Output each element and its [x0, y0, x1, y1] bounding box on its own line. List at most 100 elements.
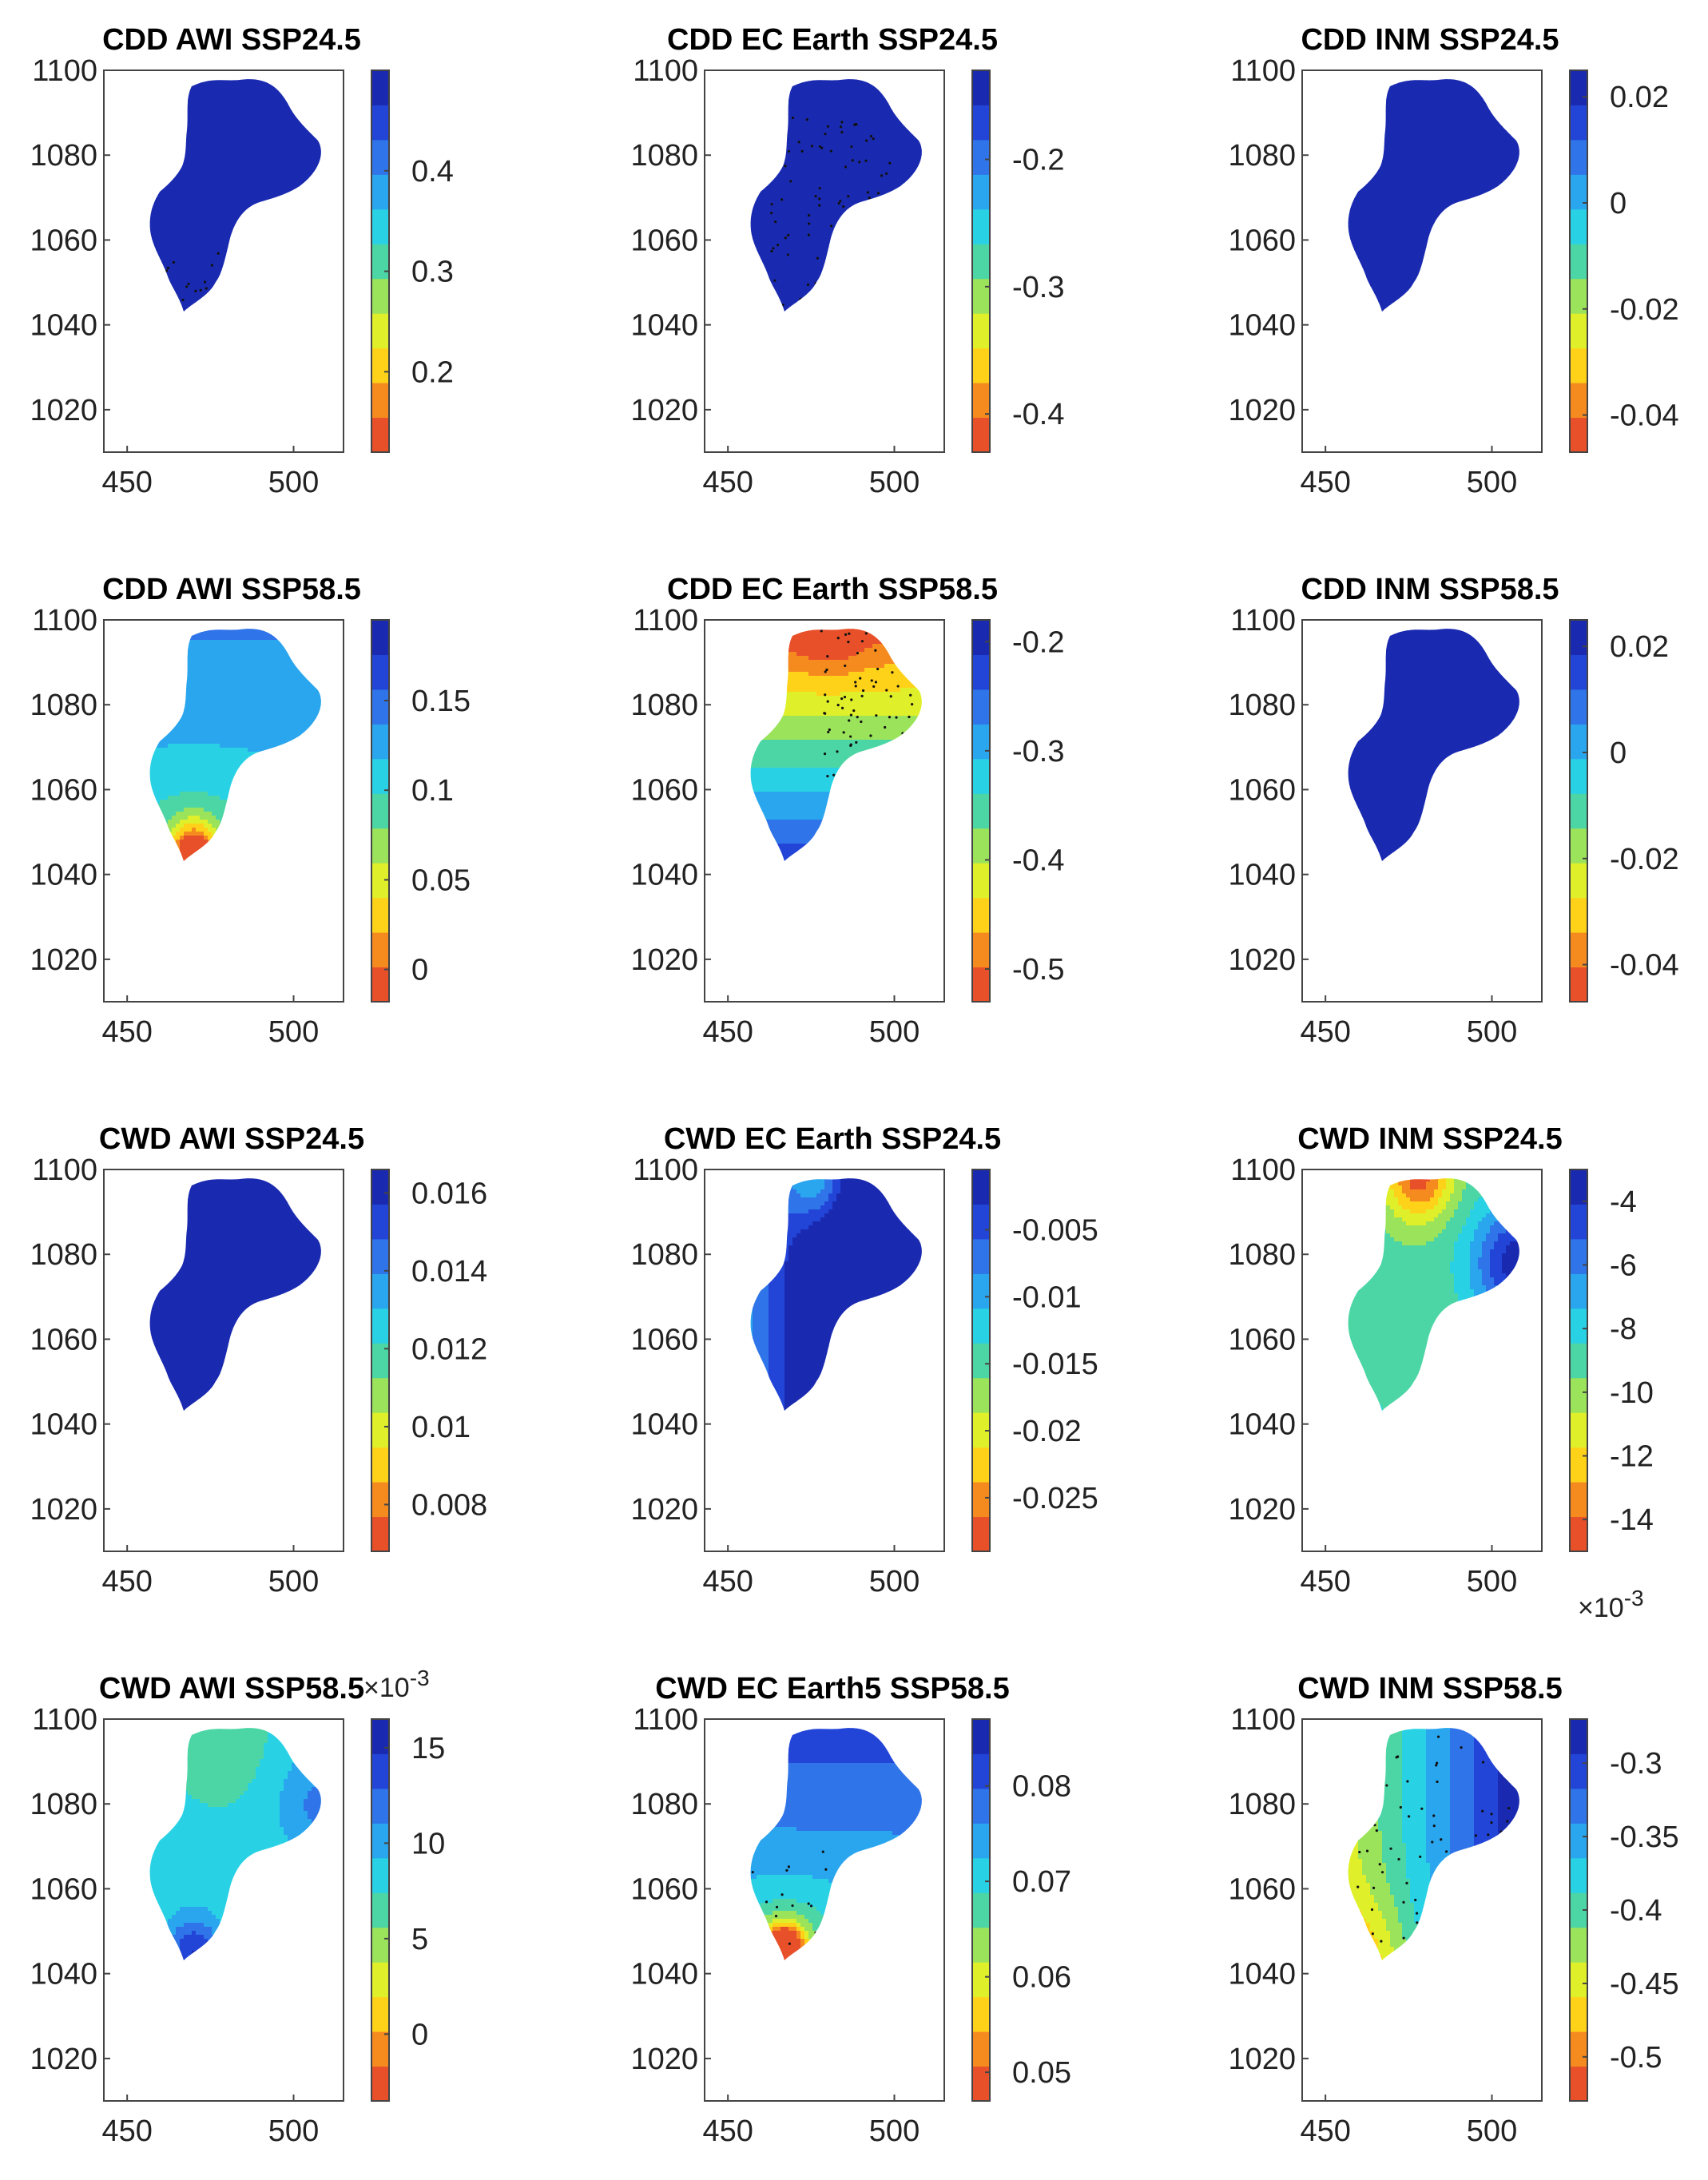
heat-cell: [180, 266, 185, 271]
heat-cell: [200, 178, 205, 183]
heat-cell: [224, 118, 228, 123]
heat-cell: [288, 142, 292, 147]
heat-cell: [160, 210, 165, 215]
heat-cell: [280, 98, 284, 103]
heat-cell: [212, 126, 216, 131]
heat-cell: [188, 278, 193, 283]
heat-cell: [300, 146, 304, 151]
heat-cell: [272, 130, 276, 135]
heat-cell: [212, 138, 216, 143]
heat-cell: [224, 174, 228, 179]
heat-cell: [264, 102, 268, 107]
heat-cell: [292, 138, 296, 143]
heat-cell: [316, 154, 320, 159]
heat-cell: [164, 218, 169, 223]
heat-cell: [176, 198, 181, 203]
heat-cell: [228, 182, 232, 187]
heat-cell: [200, 118, 205, 123]
heat-cell: [180, 186, 185, 191]
heat-cell: [168, 230, 173, 235]
heat-cell: [272, 138, 276, 143]
heat-cell: [176, 238, 181, 243]
heat-cell: [260, 158, 264, 163]
heat-cell: [240, 126, 244, 131]
heat-cell: [244, 198, 248, 203]
heat-cell: [268, 154, 272, 159]
heat-cell: [212, 154, 216, 159]
heat-cell: [216, 118, 220, 123]
heat-cell: [196, 90, 201, 95]
heat-cell: [236, 206, 240, 211]
heat-cell: [236, 82, 240, 87]
heat-cell: [188, 182, 193, 187]
heat-cell: [224, 206, 228, 211]
heat-cell: [184, 262, 189, 267]
heat-cell: [248, 150, 252, 155]
heat-cell: [168, 262, 173, 267]
heat-cell: [196, 162, 201, 167]
heat-cell: [256, 146, 260, 151]
heat-cell: [260, 130, 264, 135]
heat-cell: [256, 162, 260, 167]
heat-cell: [236, 126, 240, 131]
heat-cell: [184, 170, 189, 175]
heat-cell: [300, 150, 304, 155]
heat-cell: [192, 190, 197, 195]
heat-cell: [192, 238, 197, 243]
heat-cell: [236, 174, 240, 179]
heat-cell: [188, 162, 193, 167]
heat-cell: [288, 122, 292, 127]
heat-cell: [188, 154, 193, 159]
heat-cell: [272, 142, 276, 147]
heat-cell: [192, 174, 197, 179]
heat-cell: [264, 98, 268, 103]
heat-cell: [224, 106, 228, 111]
heat-cell: [232, 218, 236, 223]
heat-cell: [232, 178, 236, 183]
heat-cell: [204, 222, 209, 227]
heat-cell: [188, 194, 193, 199]
heat-cell: [264, 94, 268, 99]
heat-cell: [312, 146, 316, 151]
heat-cell: [192, 162, 197, 167]
heat-cell: [184, 278, 189, 283]
heat-cell: [180, 254, 185, 259]
heat-cell: [164, 230, 169, 235]
heat-cell: [208, 154, 213, 159]
heat-cell: [172, 254, 177, 259]
heat-cell: [208, 278, 213, 283]
heat-cell: [272, 182, 276, 187]
heat-cell: [184, 162, 189, 167]
heat-cell: [204, 114, 209, 119]
heat-cell: [228, 222, 232, 227]
heat-cell: [176, 242, 181, 247]
heat-cell: [172, 226, 177, 231]
heat-cell: [224, 86, 228, 91]
heat-cell: [216, 210, 220, 215]
heat-cell: [228, 138, 232, 143]
heat-cell: [232, 198, 236, 203]
heat-cell: [220, 218, 224, 223]
heat-cell: [200, 94, 205, 99]
heat-cell: [156, 202, 161, 207]
heat-cell: [312, 138, 316, 143]
heat-cell: [172, 222, 177, 227]
heat-cell: [192, 270, 197, 275]
heat-cell: [264, 158, 268, 163]
heat-cell: [200, 246, 205, 251]
heat-cell: [212, 194, 216, 199]
heat-cell: [192, 182, 197, 187]
heat-cell: [256, 114, 260, 119]
heat-cell: [220, 226, 224, 231]
heat-cell: [264, 170, 268, 175]
heat-cell: [212, 218, 216, 223]
heat-cell: [184, 186, 189, 191]
heat-cell: [208, 194, 213, 199]
heat-cell: [288, 150, 292, 155]
heat-cell: [192, 106, 197, 111]
heat-cell: [244, 126, 248, 131]
heat-cell: [188, 186, 193, 191]
heat-cell: [216, 182, 220, 187]
heat-cell: [248, 134, 252, 139]
